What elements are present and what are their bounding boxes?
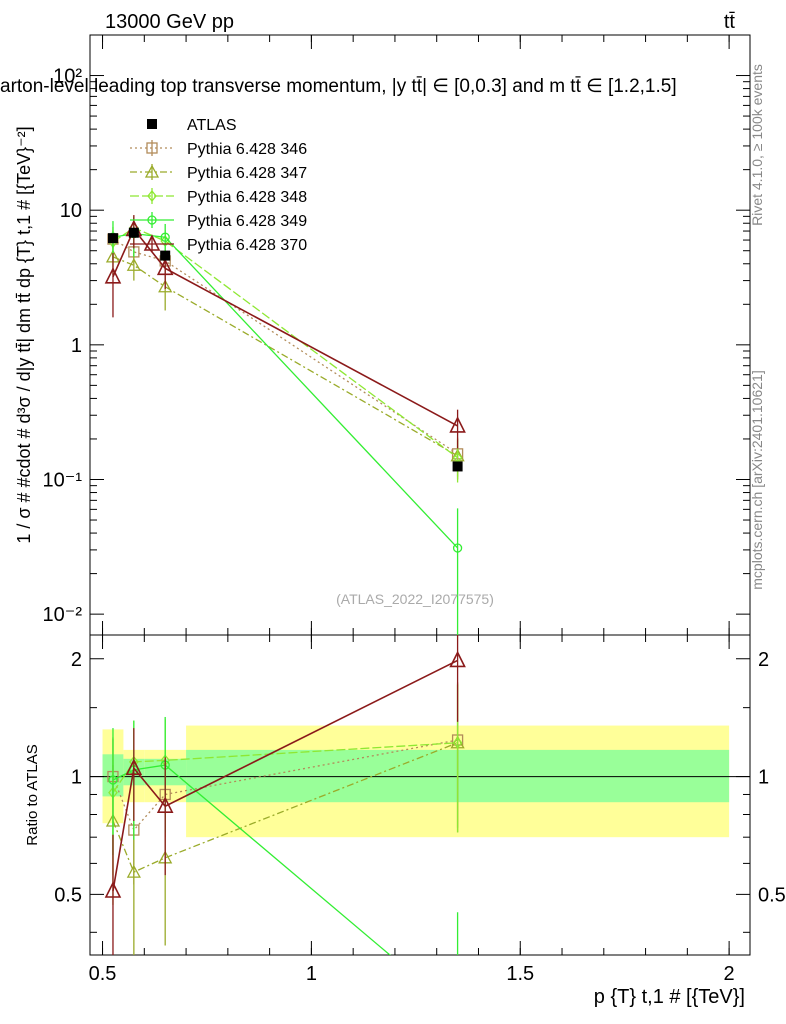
mcplots-label: mcplots.cern.ch [arXiv:2401.10621] (749, 370, 765, 589)
ratio-point-p348 (452, 736, 463, 749)
header-energy-label: 13000 GeV pp (105, 11, 234, 33)
ratio-tick-label-right: 0.5 (758, 884, 786, 906)
ratio-series-group (104, 635, 466, 1016)
ratio-panel-frame (89, 634, 751, 956)
main-y-axis-label: 1 / σ # #cdot # d³σ / d|y tt̄| dm tt̄ dp… (14, 126, 34, 543)
ratio-tick-label: 2 (71, 649, 82, 671)
legend-label-p349: Pythia 6.428 349 (187, 213, 307, 230)
header-process-label: tt̄ (724, 11, 736, 33)
plot-title: arton-level leading top transverse momen… (0, 76, 677, 97)
ratio-y-axis-label: Ratio to ATLAS (24, 744, 41, 845)
y-tick-label: 10⁻¹ (43, 469, 83, 491)
legend-label-p347: Pythia 6.428 347 (187, 165, 307, 182)
point-p347 (126, 257, 141, 271)
point-p370 (449, 416, 466, 433)
main-series-group (104, 215, 466, 635)
legend: ATLAS Pythia 6.428 346 Pythia 6.428 347 Pyt… (130, 117, 307, 254)
ratio-line-p346 (112, 739, 458, 832)
line-p370 (112, 227, 458, 427)
ratio-tick-label-right: 1 (758, 767, 769, 789)
ratio-line-p348 (112, 742, 458, 793)
line-p349 (112, 232, 459, 549)
series-p347 (105, 243, 465, 480)
legend-marker-p348 (147, 189, 157, 203)
point-atlas (128, 227, 139, 238)
legend-label-p370: Pythia 6.428 370 (187, 237, 307, 254)
legend-marker-atlas (147, 119, 157, 129)
legend-marker-p346 (146, 142, 158, 154)
x-tick-label: 2 (724, 963, 735, 985)
ratio-line-p347 (112, 742, 458, 873)
ratio-point-p349 (108, 775, 118, 785)
legend-label-p346: Pythia 6.428 346 (187, 141, 307, 158)
y-tick-label: 10² (53, 66, 82, 88)
point-atlas (160, 250, 171, 261)
legend-label-p348: Pythia 6.428 348 (187, 189, 307, 206)
ratio-point-p370 (156, 796, 174, 814)
analysis-watermark: (ATLAS_2022_I2077575) (336, 591, 494, 607)
y-tick-label: 10 (60, 200, 82, 222)
point-p370 (156, 258, 174, 276)
x-tick-label: 1.5 (506, 963, 534, 985)
ratio-point-p347 (126, 864, 141, 878)
line-p347 (112, 256, 458, 457)
ratio-uncertainty-bands (102, 725, 730, 838)
point-p370 (104, 267, 122, 284)
x-tick-label: 1 (306, 963, 317, 985)
ratio-tick-label: 1 (71, 767, 82, 789)
legend-label-atlas: ATLAS (187, 117, 237, 134)
ratio-line-p370 (112, 659, 458, 892)
legend-marker-p370 (143, 234, 161, 251)
ratio-tick-label: 0.5 (54, 884, 82, 906)
ratio-point-p370 (449, 650, 466, 668)
legend-marker-p349 (147, 215, 157, 225)
point-atlas (107, 233, 118, 244)
ratio-series-p370 (104, 635, 466, 955)
ratio-tick-label-right: 2 (758, 649, 769, 671)
ratio-point-p370 (104, 881, 122, 898)
x-axis-label: p {T} t,1 # [{TeV}] (594, 986, 745, 1008)
point-p349 (452, 543, 463, 553)
x-tick-label: 0.5 (89, 963, 117, 985)
ratio-point-p349 (454, 1008, 462, 1016)
point-atlas (452, 461, 463, 472)
series-atlas (107, 227, 463, 472)
legend-marker-p347 (144, 164, 160, 178)
y-tick-label: 1 (71, 335, 82, 357)
line-p346 (112, 238, 458, 455)
point-p347 (158, 279, 173, 293)
ratio-line-p349 (112, 764, 391, 955)
ratio-point-p370 (125, 758, 143, 776)
axis-ticks: 0.5 1 1.5 2 10⁻² 10⁻¹ 1 10 10² 0.5 0.5 1 1 2 2 (43, 34, 786, 985)
rivet-version-label: Rivet 4.1.0, ≥ 100k events (749, 64, 765, 226)
point-p349 (160, 232, 170, 242)
y-tick-label: 10⁻² (43, 604, 83, 626)
